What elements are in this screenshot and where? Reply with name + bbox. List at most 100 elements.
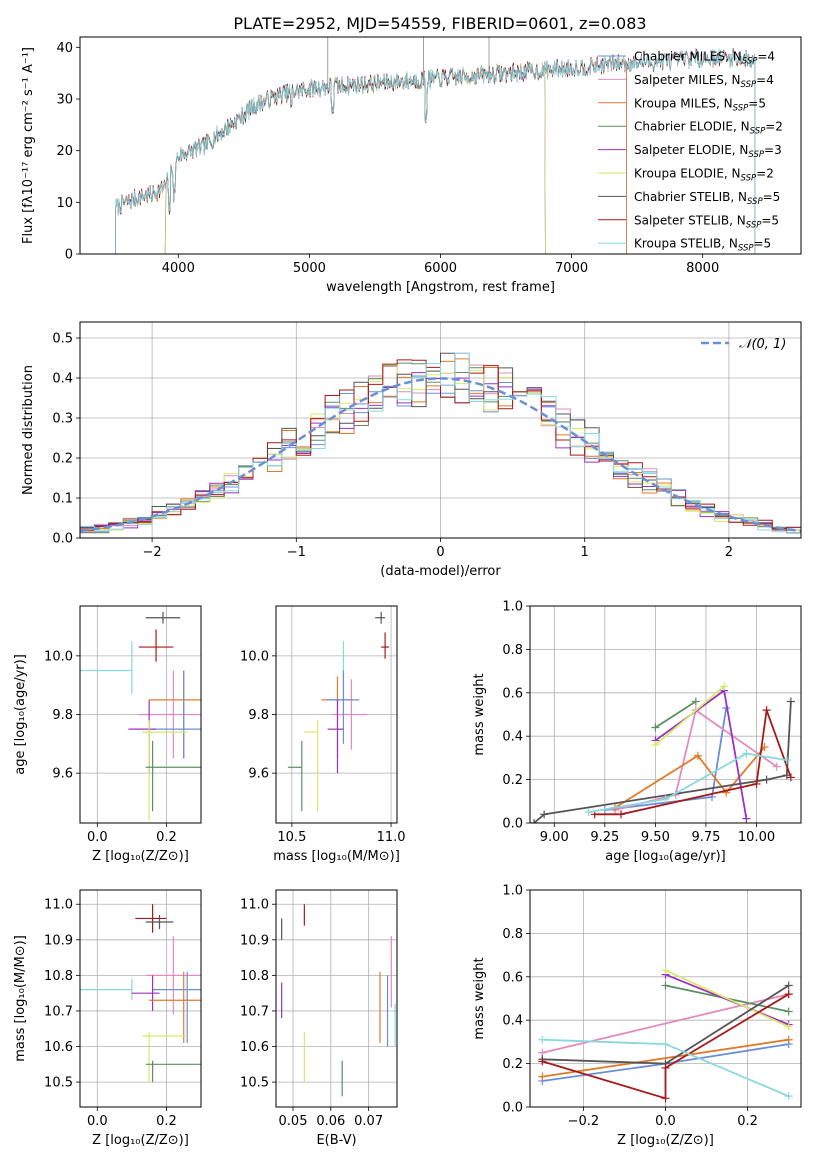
x-tick-label: 10.00 [738, 830, 775, 845]
histogram-kroupa-stelib [80, 352, 801, 534]
weight-marker-salpeter-stelib [538, 1057, 547, 1066]
axes-frame [529, 605, 802, 824]
weight-marker-salpeter-stelib [752, 779, 761, 788]
legend-label-sub: SSP [738, 244, 754, 254]
x-tick-label: −2 [143, 545, 162, 560]
legend-label-sub: SSP [741, 174, 757, 184]
y-axis-label: Normed distribution [21, 365, 36, 495]
panel-age-vs-mass: 10.5 11.0 9.6 9.8 10.0 mass [log₁₀(M/M⊙)] [240, 605, 406, 864]
x-axis-label: E(B-V) [316, 1133, 356, 1148]
legend-label-tail: =5 [748, 96, 766, 110]
y-tick-label: 11.0 [240, 898, 269, 913]
legend-label-chabrier-elodie: Chabrier ELODIE, NSSP=2 [634, 120, 783, 137]
legend-label-sub: SSP [742, 57, 758, 67]
y-axis-label: Flux [fλ10⁻¹⁷ erg cm⁻² s⁻¹ A⁻¹] [21, 47, 36, 244]
panel-residuals: −2 −1 0 1 2 0.0 0.1 0.2 0.3 0.4 0.5 (data-model)/er… [21, 321, 802, 579]
y-tick-label: 0.4 [502, 1014, 523, 1029]
x-tick-label: 0.07 [354, 1114, 383, 1129]
y-tick-label: 10.0 [44, 649, 73, 664]
y-tick-label: 10.7 [240, 1004, 269, 1019]
plot-area [281, 904, 396, 1097]
legend-label-tail: =3 [764, 143, 782, 157]
x-tick-label: 7000 [555, 261, 588, 276]
y-tick-label: 0.0 [502, 817, 523, 832]
y-tick-label: 0.4 [502, 730, 523, 745]
weight-marker-salpeter-elodie [742, 814, 751, 823]
x-tick-label: 9.50 [641, 830, 670, 845]
y-tick-label: 10.0 [240, 649, 269, 664]
legend-label-tail: =5 [763, 190, 781, 204]
y-tick-label: 9.6 [52, 767, 73, 782]
legend-label-tail: =5 [754, 237, 772, 251]
plot-area [80, 611, 201, 821]
legend-label-sub: SSP [746, 220, 762, 230]
x-tick-label: 0.2 [156, 830, 177, 845]
y-tick-label: 10.7 [44, 1004, 73, 1019]
weight-marker-chabrier-stelib [762, 775, 771, 784]
y-tick-label: 0 [65, 248, 73, 263]
panel-mass-vs-ebv: 0.05 0.06 0.07 10.5 10.6 10.7 10.8 10.9 11.0 E(B-… [240, 889, 398, 1148]
y-tick-label: 0.0 [52, 532, 73, 547]
x-axis-label: (data-model)/error [380, 564, 501, 579]
x-axis-label: Z [log₁₀(Z/Z⊙)] [617, 1133, 714, 1148]
y-tick-label: 1.0 [502, 600, 523, 615]
y-tick-label: 20 [56, 144, 73, 159]
legend-label-chabrier-miles: Chabrier MILES, NSSP=4 [634, 50, 775, 67]
x-axis-label: Z [log₁₀(Z/Z⊙)] [92, 849, 189, 864]
x-tick-label: 6000 [424, 261, 457, 276]
x-tick-label: 11.0 [377, 830, 406, 845]
weight-line-salpeter-miles [542, 993, 789, 1054]
weight-marker-chabrier-elodie [784, 1007, 793, 1016]
y-tick-label: 0.6 [502, 686, 523, 701]
x-tick-label: 0.0 [655, 1114, 676, 1129]
x-tick-label: 8000 [686, 261, 719, 276]
x-tick-label: 0.05 [279, 1114, 308, 1129]
panel-mass-vs-Z: 0.0 0.2 10.5 10.6 10.7 10.8 10.9 11.0 Z [log₁₀(Z… [13, 889, 202, 1148]
weight-marker-kroupa-elodie [720, 682, 729, 691]
axes-frame [275, 889, 398, 1108]
legend-label-sub: SSP [733, 103, 749, 113]
x-tick-label: 1 [581, 545, 589, 560]
gaussian-curve [80, 377, 801, 533]
weight-marker-kroupa-miles [784, 1035, 793, 1044]
y-tick-label: 10.6 [44, 1040, 73, 1055]
y-tick-label: 0.5 [52, 332, 73, 347]
x-tick-label: 9.75 [691, 830, 720, 845]
y-tick-label: 0.2 [502, 773, 523, 788]
plot-area [530, 682, 795, 823]
y-tick-label: 10.5 [240, 1076, 269, 1091]
y-tick-label: 0.0 [502, 1101, 523, 1116]
weight-marker-kroupa-miles [538, 1072, 547, 1081]
plot-area [80, 904, 201, 1083]
weight-marker-kroupa-stelib [782, 756, 791, 765]
y-tick-label: 10.9 [240, 933, 269, 948]
weight-line-kroupa-elodie [654, 685, 725, 746]
weight-line-kroupa-miles [614, 746, 766, 809]
weight-line-kroupa-elodie [665, 969, 790, 1028]
weight-marker-kroupa-stelib [584, 808, 593, 817]
spectrum-line-kroupa-elodie [164, 62, 546, 254]
x-axis-label: Z [log₁₀(Z/Z⊙)] [92, 1133, 189, 1148]
weight-marker-kroupa-elodie [661, 966, 670, 975]
legend-label-text: Chabrier ELODIE, N [634, 120, 750, 134]
axes-frame [79, 889, 202, 1108]
y-axis-label: age [log₁₀(age/yr)] [13, 654, 28, 775]
legend-label-text: Kroupa ELODIE, N [634, 167, 741, 181]
legend-label-text: Salpeter MILES, N [634, 73, 741, 87]
plot-area [80, 352, 801, 534]
weight-marker-salpeter-stelib [661, 1094, 670, 1103]
legend-label-text: Salpeter STELIB, N [634, 213, 746, 227]
x-axis-label: age [log₁₀(age/yr)] [605, 849, 726, 864]
x-tick-label: 10.5 [277, 830, 306, 845]
weight-marker-salpeter-stelib [617, 810, 626, 819]
x-tick-label: 0 [436, 545, 444, 560]
y-tick-label: 0.3 [52, 412, 73, 427]
legend-label-sub: SSP [747, 197, 763, 207]
legend-label-text: Chabrier STELIB, N [634, 190, 747, 204]
weight-marker-chabrier-stelib [540, 810, 549, 819]
y-tick-label: 9.8 [248, 708, 269, 723]
weight-marker-kroupa-stelib [742, 749, 751, 758]
plot-area [115, 37, 756, 254]
x-tick-label: 0.2 [156, 1114, 177, 1129]
